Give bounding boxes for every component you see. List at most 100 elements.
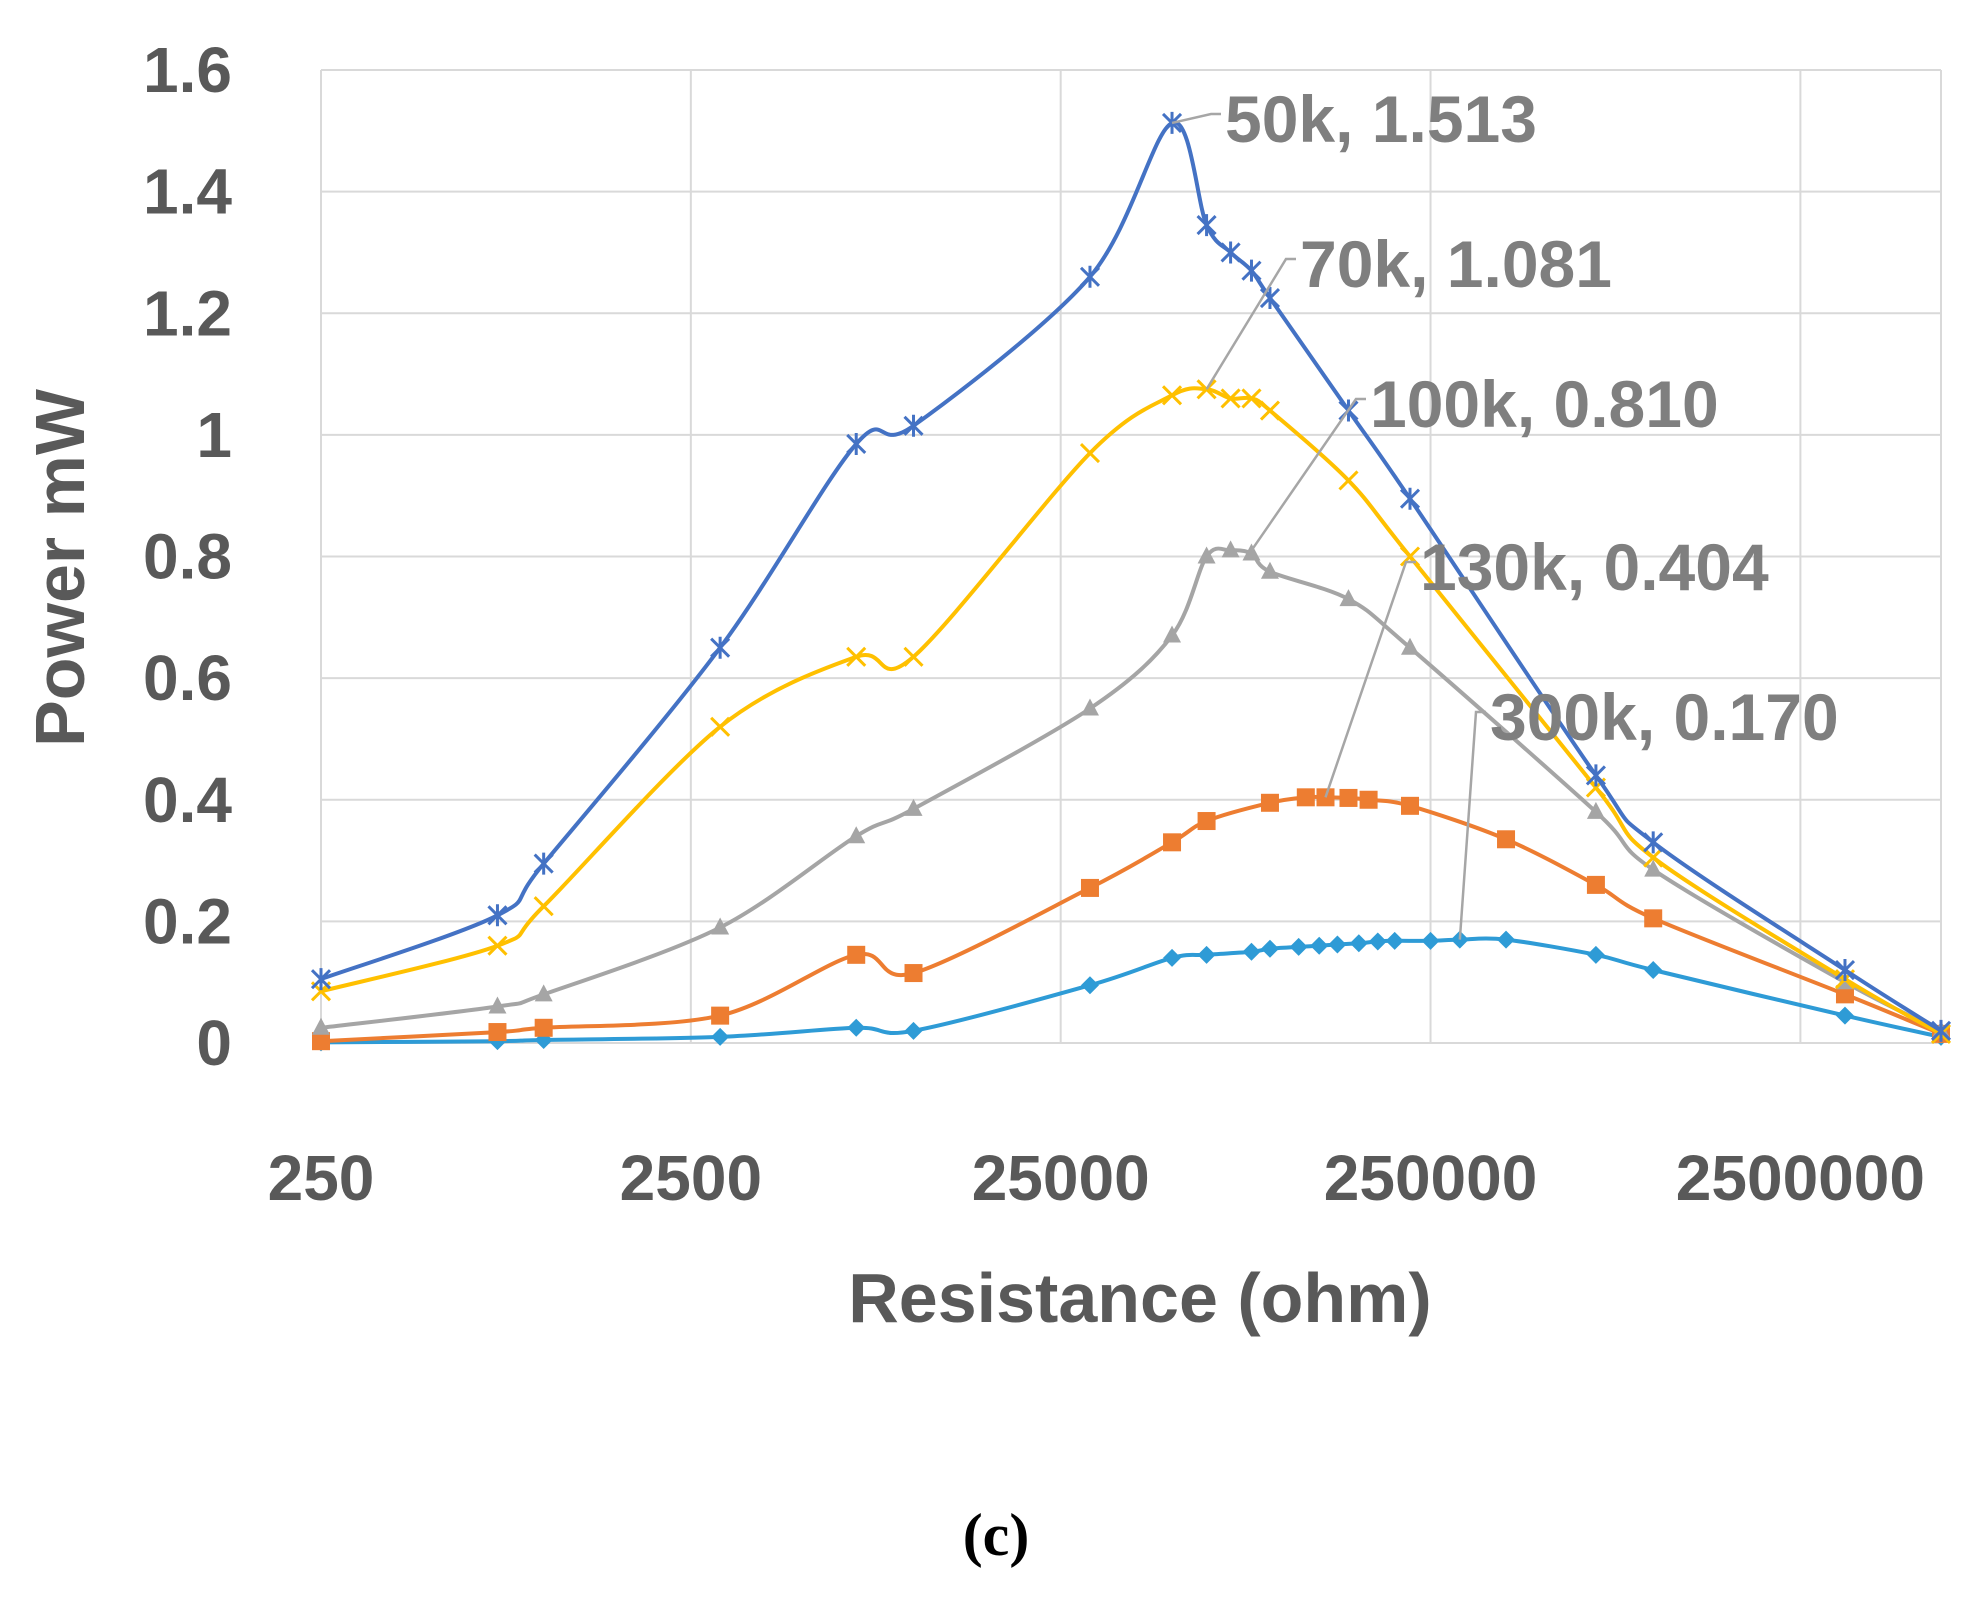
data-point [1163, 625, 1182, 643]
y-tick-label: 1 [196, 399, 232, 471]
data-point [847, 1018, 866, 1037]
data-point [1421, 931, 1440, 950]
data-point [710, 636, 731, 659]
annotation-label: 300k, 0.170 [1490, 680, 1839, 754]
data-point [1401, 796, 1420, 815]
data-point [904, 798, 923, 816]
data-point [1197, 812, 1216, 831]
x-tick-label: 250000 [1324, 1142, 1538, 1214]
annotation-leader [1250, 397, 1366, 552]
annotation: 70k, 1.081 [1205, 227, 1612, 390]
data-point [1163, 833, 1182, 852]
data-point [1163, 948, 1182, 967]
data-point [1359, 790, 1378, 809]
annotation-label: 100k, 0.810 [1370, 367, 1719, 441]
series-100k [312, 540, 1950, 1038]
data-point [1401, 637, 1420, 655]
data-point [1241, 259, 1262, 282]
data-point [1259, 287, 1281, 310]
data-point [1385, 931, 1404, 950]
data-point [487, 935, 508, 956]
data-point [1497, 830, 1516, 849]
data-point [1834, 959, 1856, 982]
y-tick-label: 0.4 [143, 764, 232, 836]
data-point [1241, 388, 1262, 409]
data-point [1080, 878, 1099, 897]
data-point [1835, 985, 1854, 1004]
y-axis-title: Power mW [21, 389, 99, 747]
x-axis-title: Resistance (ohm) [848, 1259, 1431, 1337]
data-point [534, 1018, 553, 1037]
series-50k [310, 111, 1952, 1042]
data-point [533, 896, 554, 917]
data-point [1242, 942, 1261, 961]
data-point [1349, 934, 1368, 953]
series-line [320, 546, 1942, 1033]
data-point [488, 996, 507, 1014]
data-point [847, 945, 866, 964]
annotation-leader [1205, 257, 1296, 390]
data-point [903, 414, 924, 437]
series-70k [310, 379, 1952, 1044]
figure-label: (c) [963, 1502, 1030, 1568]
data-point [1260, 793, 1279, 812]
data-point [1221, 540, 1240, 558]
series-line [320, 120, 1943, 1033]
y-tick-labels: 0 0.2 0.4 0.6 0.8 1 1.2 1.4 1.6 [143, 34, 232, 1079]
data-point [1079, 265, 1101, 288]
y-tick-label: 0.6 [143, 642, 232, 714]
data-point [1079, 443, 1101, 464]
data-point [710, 716, 731, 737]
data-point [847, 826, 866, 844]
data-point [1161, 111, 1183, 134]
data-point [488, 1023, 507, 1042]
data-point [1585, 764, 1606, 787]
y-tick-label: 1.4 [143, 156, 232, 228]
x-tick-label: 25000 [972, 1142, 1150, 1214]
data-point [711, 917, 730, 935]
data-point [1080, 698, 1099, 716]
annotation: 100k, 0.810 [1250, 367, 1719, 552]
annotation: 50k, 1.513 [1171, 82, 1537, 156]
data-point [1220, 388, 1241, 409]
data-point [1260, 939, 1279, 958]
data-point [1644, 961, 1663, 980]
data-point [487, 904, 508, 927]
data-point [1328, 935, 1347, 954]
annotation-group: 50k, 1.513 70k, 1.081 100k, 0.810 130k, 0.4… [1171, 82, 1839, 940]
data-point [1339, 589, 1358, 607]
x-tick-labels: 250 2500 25000 250000 2500000 [268, 1142, 1925, 1214]
annotation-leader [1171, 112, 1221, 125]
data-point [533, 852, 554, 875]
x-tick-label: 2500000 [1676, 1142, 1925, 1214]
data-point [1643, 847, 1664, 868]
data-point [846, 432, 867, 455]
y-tick-label: 1.2 [143, 277, 232, 349]
data-point [1260, 561, 1279, 579]
series-130k [312, 788, 1950, 1051]
data-point [1289, 937, 1308, 956]
data-point [1197, 945, 1216, 964]
data-point [1644, 859, 1663, 877]
gridlines [320, 69, 1942, 1044]
data-point [1586, 945, 1605, 964]
x-tick-label: 250 [268, 1142, 375, 1214]
data-point [1197, 546, 1216, 564]
annotation-label: 130k, 0.404 [1420, 530, 1769, 604]
data-point [1338, 470, 1359, 491]
data-point [846, 646, 867, 667]
data-point [711, 1027, 730, 1046]
data-point [1644, 909, 1663, 928]
data-point [1368, 932, 1387, 951]
y-tick-label: 0.2 [143, 885, 232, 957]
annotation: 130k, 0.404 [1324, 530, 1769, 798]
data-point [1643, 831, 1664, 854]
data-point [1497, 930, 1516, 949]
series-line [320, 794, 1942, 1044]
data-point [310, 968, 332, 991]
data-point [904, 1021, 923, 1040]
data-point [534, 984, 553, 1002]
x-tick-label: 2500 [620, 1142, 762, 1214]
data-point [1586, 801, 1605, 819]
data-point [1220, 241, 1241, 264]
